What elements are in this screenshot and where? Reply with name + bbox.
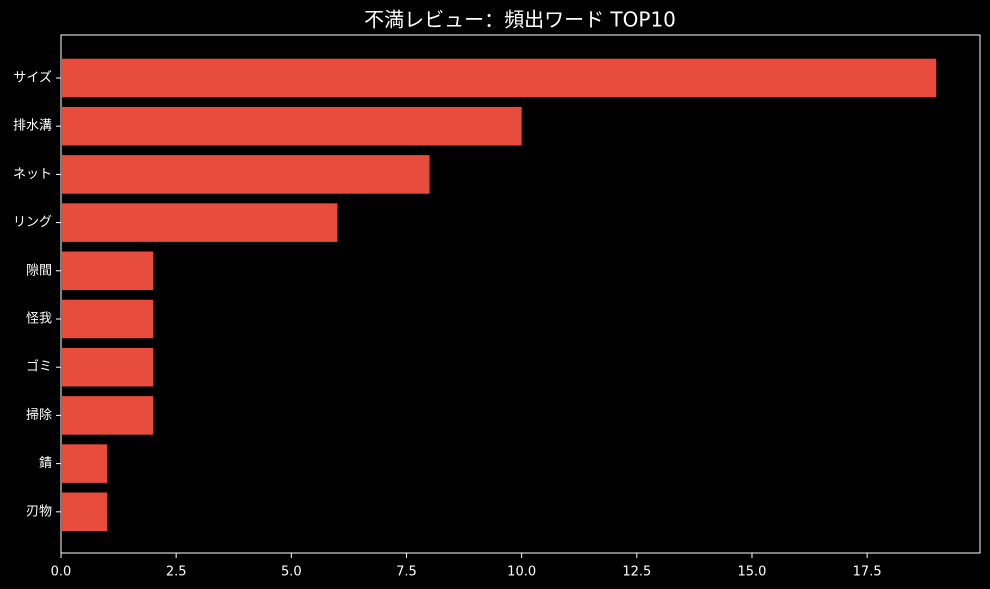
y-tick-label: 怪我 [26,312,52,327]
bar [61,299,154,339]
plot-frame [60,34,981,554]
y-tick-label: ゴミ [26,359,52,375]
x-tick-label: 15.0 [738,565,767,580]
y-tick-label: 刃物 [26,504,52,519]
x-tick-label: 2.5 [166,565,187,580]
x-tick-label: 0.0 [51,565,72,580]
bar [61,492,108,532]
bar [61,396,154,435]
y-tick-label: リング [13,215,52,230]
y-tick-label: ネット [13,167,52,182]
x-tick-label: 7.5 [396,565,417,580]
chart-title: 不満レビュー：頻出ワード TOP10 [364,8,676,32]
bar [61,444,108,483]
bar [61,58,937,98]
bar [61,155,430,194]
bar [61,106,522,146]
y-tick-label: 錆 [39,456,52,471]
bar [61,347,154,387]
x-tick-label: 17.5 [853,565,882,580]
x-tick-label: 10.0 [507,565,536,580]
y-tick-label: 掃除 [26,407,52,423]
bar [61,251,154,291]
bar [61,203,338,242]
x-tick-label: 5.0 [281,565,302,580]
y-tick-label: 排水溝 [13,119,52,134]
y-tick-label: 隙間 [26,263,52,278]
x-tick-label: 12.5 [622,565,651,580]
y-tick-label: サイズ [13,70,52,86]
